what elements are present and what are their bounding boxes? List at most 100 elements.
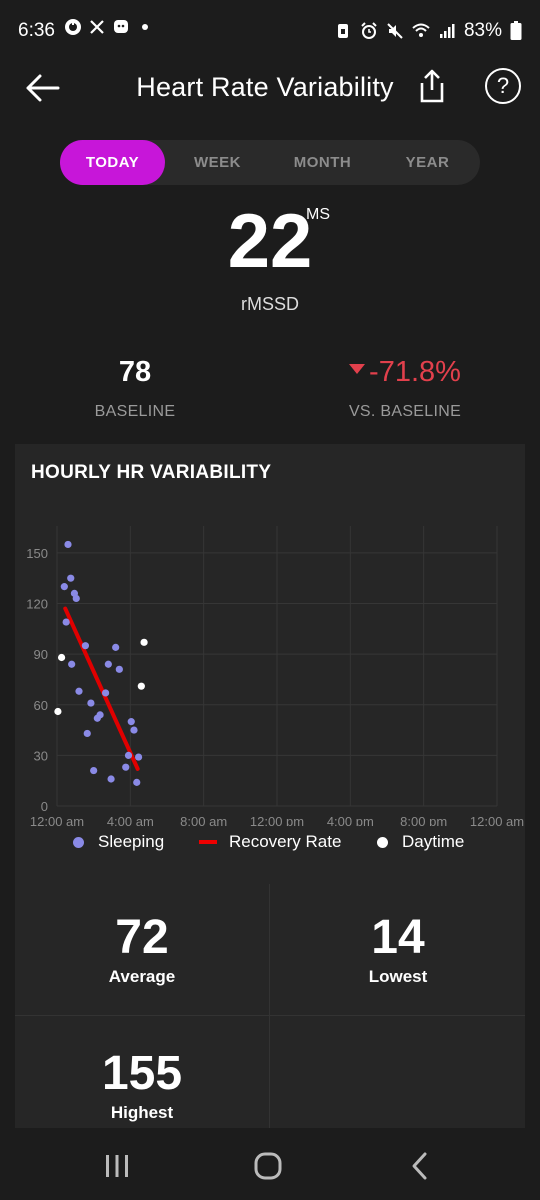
sleeping-point [68, 660, 76, 668]
sleeping-point [122, 763, 130, 771]
sleeping-point [72, 594, 80, 603]
back-arrow-icon[interactable] [22, 72, 62, 104]
average-label: Average [108, 967, 176, 986]
back-nav-icon[interactable] [400, 1150, 440, 1182]
y-tick-label: 150 [26, 546, 48, 561]
alarm-icon [361, 22, 377, 39]
sleeping-dot-icon [73, 836, 84, 848]
average-stat: 72 Average [15, 910, 269, 987]
hrv-unit: MS [306, 206, 330, 223]
hrv-metric-label: rMSSD [241, 294, 299, 314]
lowest-stat: 14 Lowest [271, 910, 525, 987]
sleeping-point [60, 583, 68, 591]
sleeping-point [96, 711, 104, 719]
vs-baseline-label: VS. BASELINE [348, 403, 462, 420]
daytime-point [57, 653, 66, 662]
x-tick-label: 8:00 pm [400, 814, 447, 826]
status-notification-icons [64, 18, 154, 36]
sleeping-point [127, 718, 135, 726]
sleeping-point [62, 618, 70, 626]
stats-horizontal-divider [15, 1015, 525, 1016]
daytime-point [137, 682, 145, 690]
x-tick-label: 12:00 am [470, 814, 524, 826]
average-value: 72 [115, 911, 169, 964]
period-tabs: TODAY WEEK MONTH YEAR [60, 140, 480, 185]
recent-apps-icon[interactable] [97, 1150, 137, 1182]
tab-month[interactable]: MONTH [293, 154, 352, 171]
legend-sleeping: Sleeping [73, 832, 164, 852]
system-nav-bar [0, 1130, 540, 1200]
tab-year[interactable]: YEAR [405, 154, 450, 171]
sleeping-point [67, 574, 75, 582]
help-icon[interactable]: ? [485, 68, 521, 104]
legend-daytime-label: Daytime [402, 832, 465, 851]
lowest-label: Lowest [368, 967, 428, 986]
y-tick-label: 30 [34, 748, 48, 763]
legend-recovery: Recovery Rate [199, 832, 341, 852]
timer-app-icon [65, 19, 81, 35]
y-tick-label: 0 [41, 799, 48, 814]
x-tick-label: 12:00 am [30, 814, 84, 826]
y-tick-label: 120 [26, 597, 48, 612]
status-time: 6:36 [18, 20, 55, 41]
daytime-point [54, 707, 62, 716]
hourly-hrv-card: HOURLY HR VARIABILITY 0 30 60 90 120 150 12:00… [15, 444, 525, 1128]
sleeping-point [87, 699, 95, 707]
highest-label: Highest [110, 1103, 174, 1122]
baseline-label: BASELINE [94, 403, 176, 420]
baseline-value: 78 [118, 356, 152, 388]
stats-vertical-divider [269, 884, 270, 1128]
share-icon[interactable] [418, 68, 446, 104]
card-title: HOURLY HR VARIABILITY [31, 462, 272, 483]
sleeping-point [75, 687, 83, 695]
x-tick-label: 12:00 pm [250, 814, 304, 826]
chart-legend: Sleeping Recovery Rate Daytime [15, 829, 525, 855]
x-tick-label: 8:00 am [180, 814, 227, 826]
down-triangle-icon [349, 364, 366, 375]
sleeping-point [124, 751, 133, 759]
battery-icon [510, 21, 522, 40]
legend-sleeping-label: Sleeping [98, 832, 165, 851]
signal-icon [439, 24, 455, 38]
recovery-rate-line [63, 606, 140, 771]
sleeping-point [104, 660, 112, 668]
hrv-value: 22 [227, 199, 313, 284]
y-tick-label: 60 [34, 698, 48, 713]
wifi-icon [412, 23, 430, 37]
sleeping-point [64, 540, 72, 549]
legend-recovery-label: Recovery Rate [229, 832, 342, 851]
highest-stat: 155 Highest [15, 1046, 269, 1123]
daytime-point [140, 638, 148, 646]
x-tick-label: 4:00 pm [327, 814, 374, 826]
home-icon[interactable] [248, 1150, 288, 1182]
tab-week[interactable]: WEEK [194, 154, 241, 171]
sleeping-point [133, 778, 141, 786]
ghost-app-icon [114, 20, 128, 33]
y-tick-label: 90 [34, 647, 48, 662]
sleeping-point [90, 766, 98, 775]
status-bar: 6:36 83% [0, 0, 540, 62]
daytime-dot-icon [377, 836, 388, 848]
more-notifications-dot-icon [142, 24, 148, 30]
page-title: Heart Rate Variability [136, 72, 394, 102]
baseline-stat: 78 BASELINE [60, 356, 210, 421]
sleeping-point [130, 726, 138, 734]
vs-baseline-value-row: -71.8% [325, 356, 485, 389]
vs-baseline-stat: -71.8% VS. BASELINE [325, 356, 485, 421]
battery-percent: 83% [463, 20, 502, 41]
sleeping-point [107, 775, 115, 783]
lowest-value: 14 [371, 911, 425, 964]
app-bar: Heart Rate Variability ? [0, 62, 540, 114]
tab-today[interactable]: TODAY [60, 140, 165, 185]
sleeping-point [115, 665, 123, 673]
x-tick-label: 4:00 am [107, 814, 154, 826]
legend-daytime: Daytime [377, 832, 464, 852]
hrv-scatter-chart[interactable]: 0 30 60 90 120 150 12:00 am 4:00 am 8:00 am 12:00… [15, 506, 525, 826]
x-app-icon [90, 20, 104, 34]
sleeping-point [83, 729, 91, 738]
sleeping-point [112, 643, 120, 651]
highest-value: 155 [101, 1047, 183, 1100]
sleeping-point [134, 753, 143, 761]
recovery-line-icon [199, 840, 217, 844]
mute-icon [387, 23, 403, 39]
